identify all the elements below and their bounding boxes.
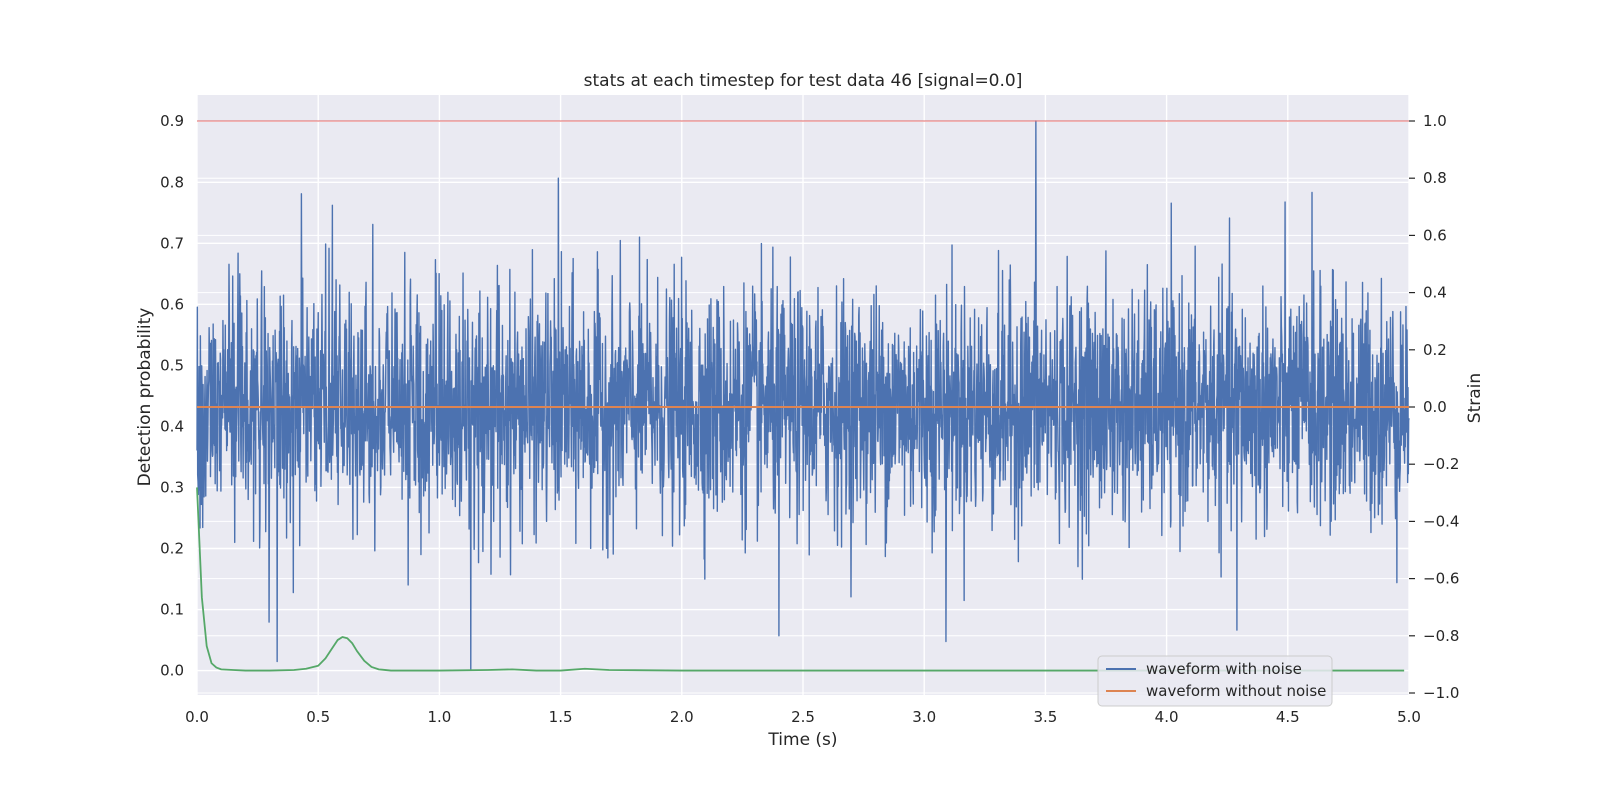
y-tick-label-right: 0.2 xyxy=(1423,341,1447,359)
y-tick-label-left: 0.3 xyxy=(160,478,184,496)
y-tick-label-left: 0.5 xyxy=(160,356,184,374)
y-tick-label-left: 0.7 xyxy=(160,234,184,252)
y-tick-label-right: 0.4 xyxy=(1423,284,1447,302)
y-tick-label-right: −0.2 xyxy=(1423,455,1459,473)
x-tick-label: 3.5 xyxy=(1033,708,1057,726)
y-tick-label-right: 0.0 xyxy=(1423,398,1447,416)
y-tick-label-right: 1.0 xyxy=(1423,112,1447,130)
y-tick-label-left: 0.0 xyxy=(160,662,184,680)
y-tick-label-left: 0.8 xyxy=(160,173,184,191)
x-axis-label: Time (s) xyxy=(767,730,837,750)
x-tick-label: 3.0 xyxy=(912,708,936,726)
y-tick-label-left: 0.1 xyxy=(160,601,184,619)
y-tick-label-right: −0.8 xyxy=(1423,627,1459,645)
legend-label-noise: waveform with noise xyxy=(1146,660,1302,678)
x-tick-label: 0.5 xyxy=(306,708,330,726)
y-tick-label-left: 0.9 xyxy=(160,112,184,130)
plot-area xyxy=(196,120,1410,672)
x-tick-label: 1.5 xyxy=(549,708,573,726)
series-waveform-with-noise xyxy=(196,120,1410,671)
x-tick-label: 4.5 xyxy=(1276,708,1300,726)
series-detection-probability xyxy=(196,487,1405,672)
y-tick-label-left: 0.2 xyxy=(160,540,184,558)
axes: 0.0 0.5 1.0 1.5 2.0 2.5 3.0 3.5 4.0 4.5 5.0 0.0 0.1 0… xyxy=(160,112,1459,726)
x-tick-label: 0.0 xyxy=(185,708,209,726)
y-tick-label-left: 0.4 xyxy=(160,417,184,435)
y-tick-label-right: −0.6 xyxy=(1423,570,1459,588)
legend-box xyxy=(1097,655,1333,707)
y-tick-label-right: 0.6 xyxy=(1423,226,1447,244)
y-tick-label-right: −0.4 xyxy=(1423,512,1459,530)
y-tick-label-left: 0.6 xyxy=(160,295,184,313)
x-tick-label: 2.0 xyxy=(670,708,694,726)
y-axis-label-left: Detection probability xyxy=(135,308,155,487)
y-tick-label-right: −1.0 xyxy=(1423,684,1459,702)
chart-title: stats at each timestep for test data 46 … xyxy=(584,71,1023,91)
y-axis-label-right: Strain xyxy=(1465,373,1485,423)
legend-label-clean: waveform without noise xyxy=(1146,682,1326,700)
x-tick-label: 1.0 xyxy=(427,708,451,726)
x-tick-label: 5.0 xyxy=(1397,708,1421,726)
x-tick-label: 2.5 xyxy=(791,708,815,726)
legend: waveform with noise waveform without noi… xyxy=(1097,655,1333,707)
x-tick-label: 4.0 xyxy=(1155,708,1179,726)
y-tick-label-right: 0.8 xyxy=(1423,169,1447,187)
